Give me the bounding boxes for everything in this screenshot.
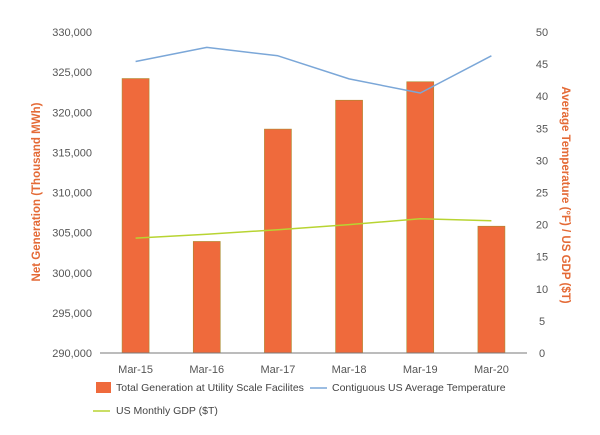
x-tick-label: Mar-20	[474, 364, 509, 376]
x-tick-label: Mar-16	[189, 364, 224, 376]
y-tick-left: 300,000	[52, 268, 92, 280]
y-tick-left: 325,000	[52, 67, 92, 79]
legend-label-gdp: US Monthly GDP ($T)	[116, 405, 218, 417]
y-tick-left: 310,000	[52, 188, 92, 200]
y-tick-right: 0	[539, 348, 545, 360]
y-tick-right: 25	[536, 188, 548, 200]
y-tick-right: 35	[536, 123, 548, 135]
y-tick-right: 5	[539, 316, 545, 328]
lines	[135, 46, 492, 239]
legend: Total Generation at Utility Scale Facili…	[93, 382, 506, 417]
y-tick-right: 20	[536, 220, 548, 232]
y-tick-right: 40	[536, 91, 548, 103]
bar-mar-17	[264, 128, 292, 354]
y-axis-title-left: Net Generation (Thousand MWh)	[31, 102, 43, 281]
y-tick-left: 330,000	[52, 27, 92, 39]
y-tick-left: 305,000	[52, 228, 92, 240]
bar-mar-19	[406, 81, 435, 354]
left-axis: 330,000 325,000 320,000 315,000 310,000 305,0…	[52, 27, 92, 360]
y-tick-right: 15	[536, 252, 548, 264]
x-tick-label: Mar-17	[260, 364, 295, 376]
bar-mar-16	[192, 241, 221, 354]
y-tick-right: 45	[536, 59, 548, 71]
y-tick-left: 290,000	[52, 348, 92, 360]
line-gdp	[135, 218, 492, 239]
y-tick-right: 30	[536, 155, 548, 167]
line-temperature	[135, 46, 492, 94]
y-axis-title-right: Average Temperature (°F) / US GDP ($T)	[559, 86, 571, 303]
y-tick-left: 320,000	[52, 107, 92, 119]
legend-label-temperature: Contiguous US Average Temperature	[332, 382, 506, 394]
x-tick-label: Mar-18	[332, 364, 367, 376]
y-tick-left: 295,000	[52, 308, 92, 320]
y-tick-right: 10	[536, 284, 548, 296]
x-tick-label: Mar-19	[403, 364, 438, 376]
legend-swatch-generation	[96, 382, 111, 393]
bar-mar-18	[335, 99, 363, 354]
bars	[121, 78, 506, 354]
legend-label-generation: Total Generation at Utility Scale Facili…	[116, 382, 304, 394]
y-tick-left: 315,000	[52, 147, 92, 159]
x-tick-label: Mar-15	[118, 364, 153, 376]
y-tick-right: 50	[536, 27, 548, 39]
x-axis: Mar-15 Mar-16 Mar-17 Mar-18 Mar-19 Mar-20	[100, 352, 527, 376]
bar-mar-20	[477, 225, 506, 354]
bar-mar-15	[121, 78, 150, 354]
